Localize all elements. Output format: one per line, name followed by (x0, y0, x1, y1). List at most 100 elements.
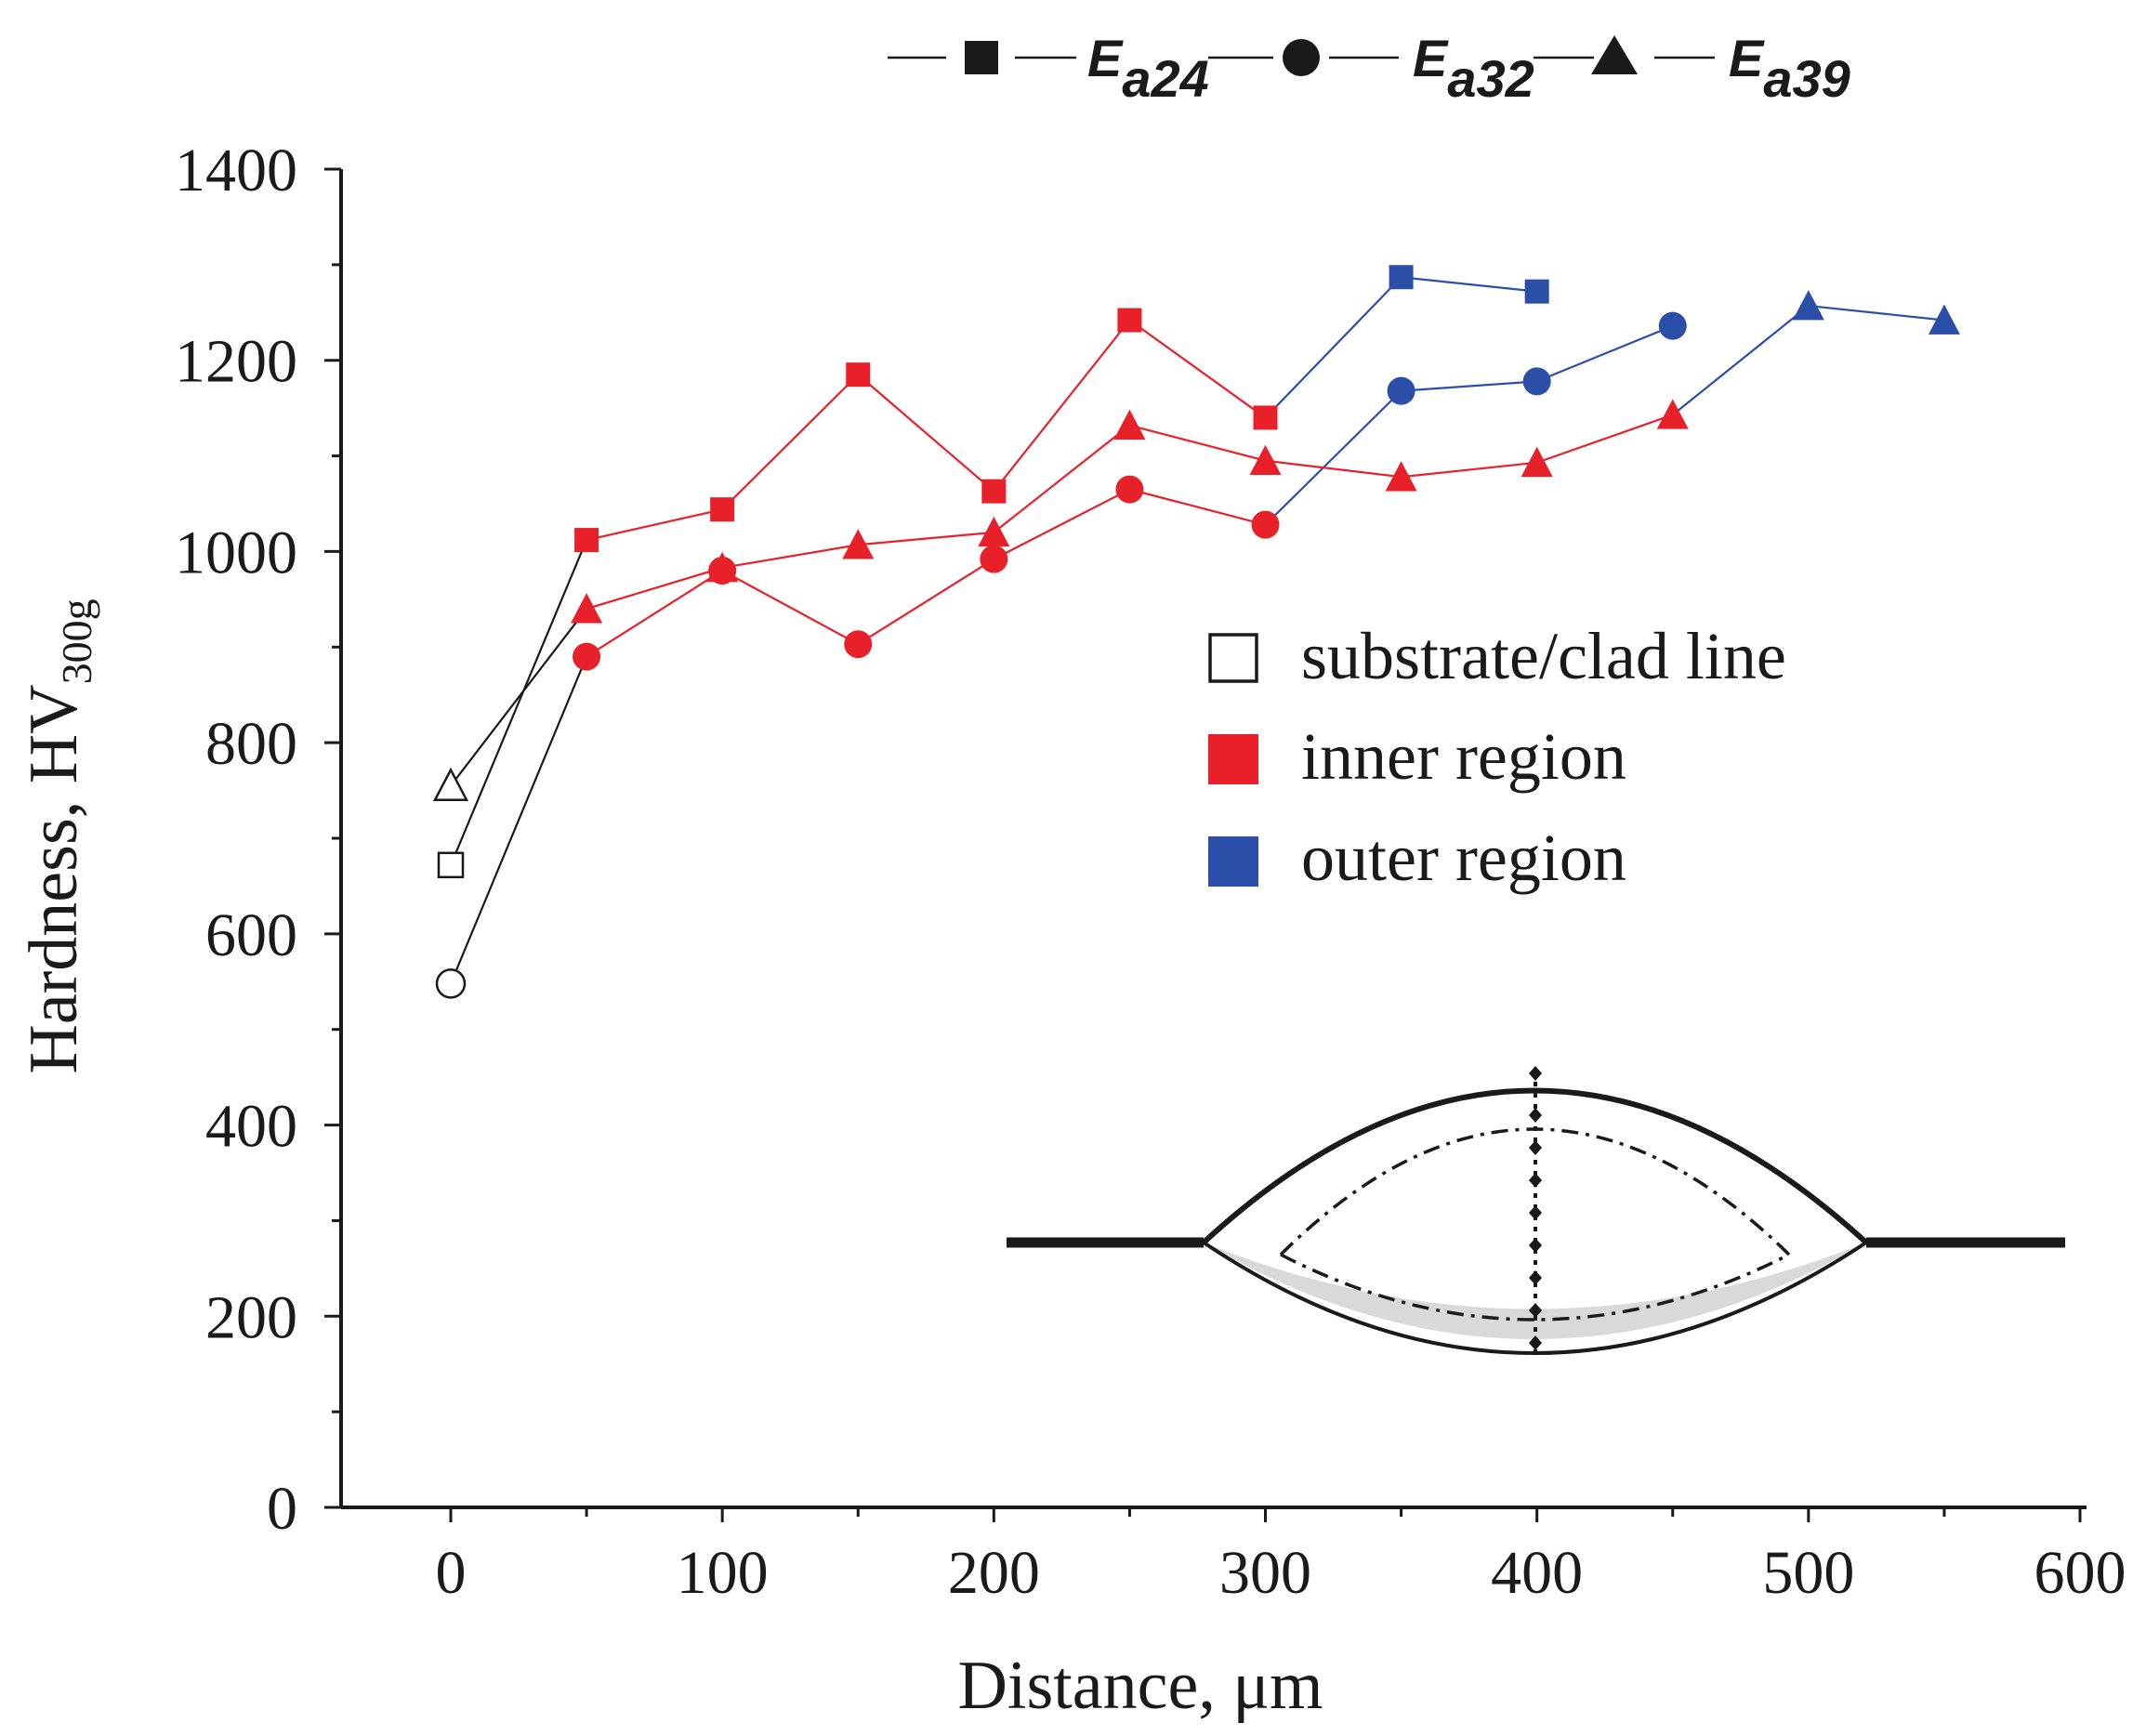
series-segment (1129, 488, 1266, 526)
data-point-circle (1115, 475, 1144, 504)
data-point-triangle (842, 529, 875, 559)
series-segment (1264, 276, 1402, 419)
y-tick-label: 0 (267, 1475, 297, 1543)
data-point-triangle (1656, 399, 1689, 429)
series-segment (721, 374, 860, 510)
data-point-triangle (571, 593, 603, 624)
series-legend: Ea24 Ea32 Ea39 (888, 29, 1850, 108)
legend-inner-label: inner region (1301, 719, 1626, 794)
series-segment (586, 566, 723, 611)
series-segment (1808, 304, 1945, 322)
series-segment (993, 319, 1131, 493)
series-segment (450, 608, 587, 787)
data-point-circle (1522, 367, 1551, 396)
indentation-dot (1529, 1270, 1542, 1285)
series-segment (1128, 319, 1267, 419)
indentation-points (1529, 1066, 1542, 1350)
data-point-square (981, 479, 1007, 504)
series-segment (1672, 305, 1810, 416)
y-tick-label: 1400 (175, 137, 297, 204)
series-segment (449, 656, 588, 984)
data-point-square (846, 362, 871, 388)
indentation-dot (1529, 1108, 1542, 1123)
data-point-triangle (1249, 444, 1282, 476)
heat-affected-zone (1204, 1243, 1866, 1339)
data-point-square (710, 497, 735, 522)
x-tick-label: 600 (2034, 1539, 2126, 1607)
series-segment (857, 374, 995, 493)
data-point-triangle (1113, 409, 1146, 440)
data-point-square (1524, 279, 1549, 304)
data-point-square (1117, 308, 1142, 333)
legend-outer-swatch (1208, 836, 1258, 887)
y-tick-label: 200 (205, 1283, 297, 1351)
data-point-circle (844, 630, 873, 659)
legend-circle-marker (1283, 39, 1320, 76)
y-tick-label: 400 (205, 1093, 297, 1161)
data-point-triangle (1792, 290, 1824, 321)
series-segment (858, 531, 994, 546)
clad-bead-schematic (1007, 1066, 2065, 1355)
indentation-dot (1529, 1205, 1542, 1220)
series-segment (721, 544, 859, 569)
series-segment (1265, 459, 1402, 479)
legend-triangle-marker (1591, 35, 1638, 74)
data-point-circle (980, 545, 1008, 573)
series-segment (1401, 380, 1537, 392)
x-tick-label: 500 (1762, 1539, 1854, 1607)
indentation-dot (1529, 1335, 1542, 1350)
series-segment (586, 570, 723, 658)
data-point-circle (1387, 376, 1415, 405)
series-segment (1536, 414, 1674, 464)
y-ticks: 0 200 400 600 800 1000 1200 1400 (175, 137, 341, 1543)
series-segment (721, 570, 859, 646)
series-segment (993, 488, 1130, 560)
series-segment (586, 508, 723, 542)
y-tick-label: 600 (205, 901, 297, 969)
series-segment (449, 539, 588, 866)
x-tick-label: 0 (436, 1539, 467, 1607)
data-point-triangle (432, 767, 469, 801)
data-point-triangle (978, 516, 1010, 547)
data-point-square (437, 851, 465, 879)
indentation-dot (1529, 1303, 1542, 1318)
data-point-triangle (1928, 304, 1960, 335)
data-point-triangle (706, 551, 739, 583)
x-tick-label: 100 (677, 1539, 769, 1607)
legend-substrate-label: substrate/clad line (1301, 619, 1786, 693)
indentation-dot (1529, 1066, 1542, 1081)
legend-square-marker (965, 41, 998, 74)
x-tick-label: 200 (948, 1539, 1040, 1607)
x-axis-title: Distance, μm (957, 1648, 1323, 1724)
data-point-circle (1658, 311, 1687, 340)
legend-inner-swatch (1208, 734, 1258, 784)
inner-boundary-bottom (1280, 1253, 1790, 1322)
y-tick-label: 1000 (175, 519, 297, 586)
data-point-square (1253, 405, 1278, 430)
series-segment (1264, 389, 1402, 526)
legend-outer-label: outer region (1301, 821, 1626, 895)
indentation-dot (1529, 1173, 1542, 1188)
data-point-triangle (1521, 446, 1553, 478)
x-tick-label: 400 (1491, 1539, 1583, 1607)
y-axis-title: Hardness, HV300g (16, 598, 100, 1073)
legend-series-label: Ea32 (1413, 29, 1534, 108)
y-tick-label: 1200 (175, 328, 297, 396)
series-segment (1401, 276, 1537, 293)
legend-series-label: Ea24 (1087, 29, 1209, 108)
series-lines (449, 276, 1945, 984)
y-axis-title-subscript: 300g (53, 598, 100, 684)
series-segment (857, 558, 994, 646)
data-point-square (574, 528, 599, 553)
data-point-circle (435, 968, 467, 999)
legend-substrate-swatch (1208, 633, 1258, 683)
clad-top-surface (1201, 1087, 1869, 1245)
fusion-line (1202, 1241, 1868, 1355)
region-legend: substrate/clad line inner region outer r… (1208, 619, 1786, 895)
legend-series-label: Ea39 (1729, 29, 1850, 108)
series-segment (1536, 324, 1674, 383)
series-segment (1129, 424, 1266, 462)
x-tick-label: 300 (1219, 1539, 1311, 1607)
data-point-circle (1251, 510, 1280, 539)
